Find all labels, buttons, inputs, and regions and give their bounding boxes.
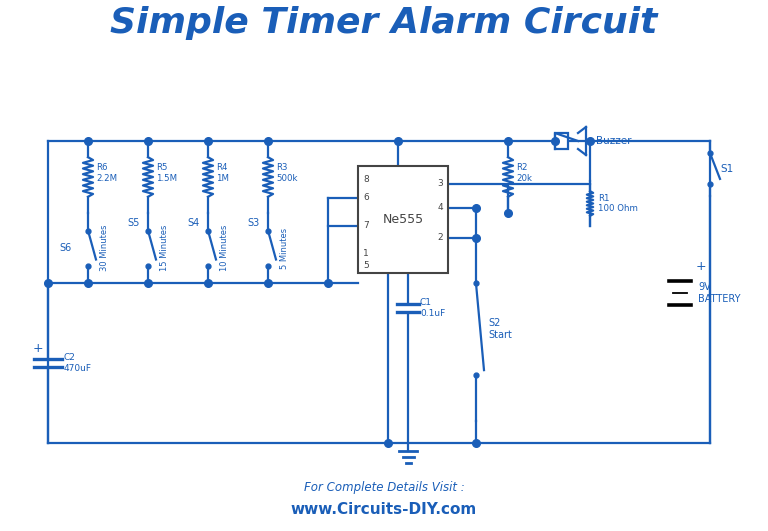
Text: R5
1.5M: R5 1.5M: [156, 164, 177, 183]
Text: For Complete Details Visit :: For Complete Details Visit :: [303, 481, 465, 493]
Text: 4: 4: [437, 203, 443, 212]
Text: 15 Minutes: 15 Minutes: [160, 225, 169, 271]
Text: S2
Start: S2 Start: [488, 319, 512, 340]
Text: 8: 8: [363, 176, 369, 184]
Text: S3: S3: [248, 218, 260, 228]
Text: R4
1M: R4 1M: [216, 164, 229, 183]
Bar: [358, 166, 448, 273]
Text: +: +: [696, 261, 707, 273]
Text: C2
470uF: C2 470uF: [64, 353, 92, 373]
Text: 6: 6: [363, 193, 369, 202]
Text: 10 Minutes: 10 Minutes: [220, 225, 229, 271]
Text: www.Circuits-DIY.com: www.Circuits-DIY.com: [291, 501, 477, 517]
Text: +: +: [32, 342, 43, 355]
Text: 7: 7: [363, 221, 369, 230]
Text: 5: 5: [363, 261, 369, 270]
Text: 30 Minutes: 30 Minutes: [100, 225, 109, 271]
Text: R2
20k: R2 20k: [516, 164, 532, 183]
Text: R3
500k: R3 500k: [276, 164, 297, 183]
Text: 3: 3: [437, 179, 443, 189]
Text: R6
2.2M: R6 2.2M: [96, 164, 118, 183]
Text: Ne555: Ne555: [382, 213, 424, 226]
Text: S5: S5: [127, 218, 140, 228]
Text: R1
100 Ohm: R1 100 Ohm: [598, 194, 638, 213]
Text: 5 Minutes: 5 Minutes: [280, 227, 289, 269]
Text: 2: 2: [437, 233, 443, 242]
Text: 9V
BATTERY: 9V BATTERY: [698, 282, 740, 304]
Bar: [555, 133, 568, 149]
Text: Simple Timer Alarm Circuit: Simple Timer Alarm Circuit: [111, 6, 657, 40]
Text: 1: 1: [363, 249, 369, 258]
Text: S4: S4: [187, 218, 200, 228]
Text: S1: S1: [720, 164, 733, 174]
Text: Buzzer: Buzzer: [596, 136, 631, 146]
Text: S6: S6: [60, 243, 72, 253]
Text: C1
0.1uF: C1 0.1uF: [420, 298, 445, 318]
